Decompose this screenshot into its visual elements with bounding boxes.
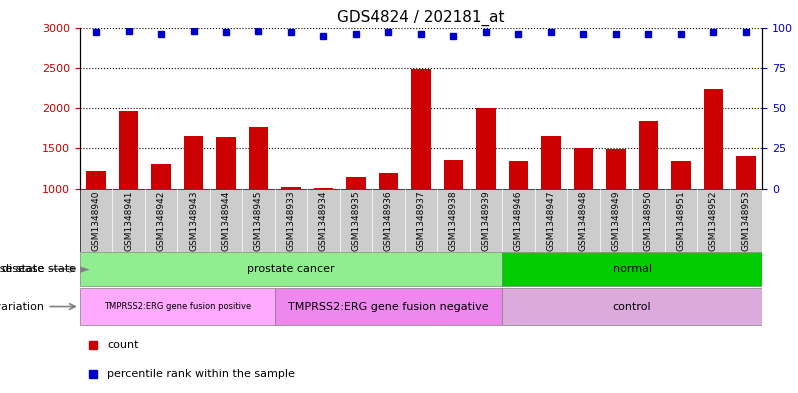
Text: normal: normal bbox=[613, 264, 652, 274]
Bar bbox=[184, 136, 203, 189]
Text: GSM1348938: GSM1348938 bbox=[449, 191, 458, 251]
Text: GSM1348936: GSM1348936 bbox=[384, 191, 393, 251]
Text: control: control bbox=[613, 301, 651, 312]
Text: GSM1348934: GSM1348934 bbox=[319, 191, 328, 251]
Text: count: count bbox=[107, 340, 139, 350]
Text: GSM1348952: GSM1348952 bbox=[709, 191, 718, 251]
Bar bbox=[671, 161, 690, 189]
Bar bbox=[216, 137, 235, 189]
Bar bbox=[704, 89, 723, 189]
Bar bbox=[502, 252, 762, 286]
Title: GDS4824 / 202181_at: GDS4824 / 202181_at bbox=[338, 10, 504, 26]
Text: GSM1348943: GSM1348943 bbox=[189, 191, 198, 251]
Text: TMPRSS2:ERG gene fusion negative: TMPRSS2:ERG gene fusion negative bbox=[288, 301, 488, 312]
Text: GSM1348949: GSM1348949 bbox=[611, 191, 620, 251]
Bar bbox=[736, 156, 756, 189]
Bar bbox=[541, 136, 561, 189]
Bar bbox=[119, 111, 138, 189]
Bar bbox=[574, 148, 593, 189]
Bar bbox=[275, 288, 502, 325]
Bar bbox=[346, 176, 365, 189]
Text: GSM1348941: GSM1348941 bbox=[124, 191, 133, 251]
Text: GSM1348946: GSM1348946 bbox=[514, 191, 523, 251]
Bar bbox=[80, 252, 502, 286]
Text: prostate cancer: prostate cancer bbox=[247, 264, 335, 274]
Text: GSM1348944: GSM1348944 bbox=[222, 191, 231, 251]
Bar bbox=[502, 288, 762, 325]
Bar bbox=[152, 163, 171, 189]
Bar bbox=[249, 127, 268, 189]
Text: GSM1348942: GSM1348942 bbox=[156, 191, 165, 251]
Bar bbox=[508, 161, 528, 189]
Text: GSM1348950: GSM1348950 bbox=[644, 191, 653, 251]
Text: disease state: disease state bbox=[0, 264, 44, 274]
Bar bbox=[476, 108, 496, 189]
Text: GSM1348939: GSM1348939 bbox=[481, 191, 491, 251]
Bar bbox=[86, 171, 106, 189]
Text: percentile rank within the sample: percentile rank within the sample bbox=[107, 369, 295, 379]
Text: GSM1348953: GSM1348953 bbox=[741, 191, 750, 251]
Bar bbox=[80, 288, 275, 325]
Bar bbox=[606, 149, 626, 189]
Bar bbox=[638, 121, 658, 189]
Text: GSM1348940: GSM1348940 bbox=[92, 191, 101, 251]
Bar bbox=[444, 160, 463, 189]
Text: disease state: disease state bbox=[2, 264, 76, 274]
Text: GSM1348947: GSM1348947 bbox=[547, 191, 555, 251]
Text: GSM1348945: GSM1348945 bbox=[254, 191, 263, 251]
Text: GSM1348948: GSM1348948 bbox=[579, 191, 588, 251]
Text: genotype/variation: genotype/variation bbox=[0, 301, 44, 312]
Bar bbox=[379, 173, 398, 189]
Text: ►: ► bbox=[76, 263, 89, 276]
Text: GSM1348951: GSM1348951 bbox=[677, 191, 685, 251]
Text: GSM1348933: GSM1348933 bbox=[286, 191, 295, 251]
Bar bbox=[411, 69, 431, 189]
Text: GSM1348937: GSM1348937 bbox=[417, 191, 425, 251]
Bar bbox=[281, 187, 301, 189]
Bar bbox=[314, 188, 334, 189]
Text: TMPRSS2:ERG gene fusion positive: TMPRSS2:ERG gene fusion positive bbox=[104, 302, 251, 311]
Text: GSM1348935: GSM1348935 bbox=[351, 191, 361, 251]
